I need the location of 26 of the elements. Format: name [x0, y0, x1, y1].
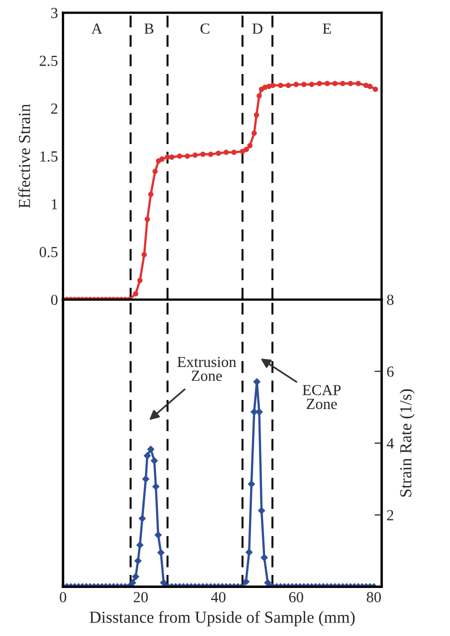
y-tick-label: 1: [52, 199, 58, 210]
annotation: B: [144, 24, 154, 34]
annotation: Extrusion Zone: [177, 356, 236, 381]
annotation: E: [322, 24, 331, 34]
annotation: A: [91, 24, 102, 34]
annotation: D: [252, 24, 262, 34]
x-tick-label: 80: [366, 592, 381, 602]
y-tick-label: 2: [51, 104, 58, 114]
y-tick-label: 1.5: [40, 151, 58, 162]
x-tick-label: 0: [60, 592, 66, 602]
y-tick-label: 2.5: [40, 56, 58, 66]
x-tick-label: 40: [211, 592, 226, 602]
x-axis-title: Disstance from Upside of Sample (mm): [90, 610, 355, 626]
x-tick-label: 60: [289, 592, 304, 602]
x-tick-label: 20: [134, 592, 148, 602]
y2-tick-label: 6: [387, 366, 394, 377]
y-axis-title: Effective Strain: [18, 104, 30, 208]
y2-axis-title: Strain Rate (1/s): [400, 389, 415, 497]
y2-tick-label: 8: [387, 294, 394, 306]
annotation: C: [200, 23, 210, 34]
y-tick-label: 3: [51, 8, 58, 18]
y-tick-label: 0: [51, 294, 58, 306]
y-tick-label: 0.5: [40, 246, 58, 258]
annotation: ECAP Zone: [302, 384, 341, 410]
y2-tick-label: 4: [386, 438, 394, 448]
y2-tick-label: 2: [387, 510, 394, 520]
